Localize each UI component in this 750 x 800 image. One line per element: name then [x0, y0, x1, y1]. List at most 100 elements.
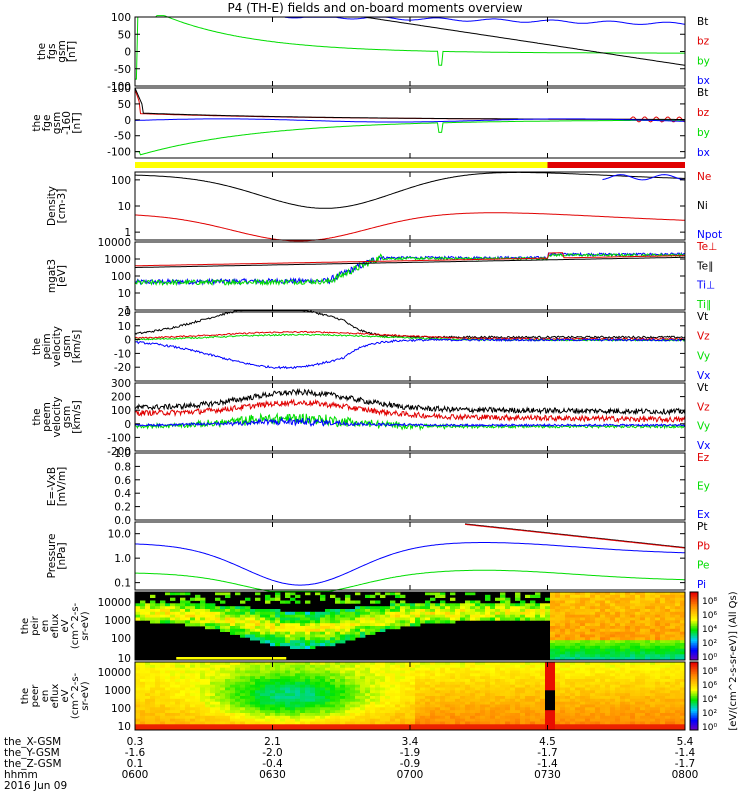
spectrogram-peir-cell: [545, 597, 551, 601]
spectrogram-peer-cell: [135, 684, 141, 688]
spectrogram-peer-cell: [345, 724, 351, 728]
colorbar-peer-segment: [690, 682, 698, 685]
spectrogram-peer-cell: [140, 687, 146, 691]
spectrogram-peir-cell: [345, 611, 351, 615]
spectrogram-peer-cell: [245, 681, 251, 685]
spectrogram-peer-cell: [560, 693, 566, 697]
spectrogram-peir-cell: [210, 623, 216, 627]
spectrogram-peir-cell: [650, 645, 656, 649]
spectrogram-peer-cell: [245, 718, 251, 722]
spectrogram-peer-cell: [615, 704, 621, 708]
spectrogram-peir-cell: [240, 628, 246, 632]
spectrogram-peer-cell: [315, 673, 321, 677]
spectrogram-peer-cell: [675, 701, 681, 705]
spectrogram-peir-cell: [425, 603, 431, 607]
spectrogram-peer-cell: [530, 721, 536, 725]
spectrogram-peer-cell: [250, 715, 256, 719]
y-tick-label-efield-5: 0.0: [114, 515, 131, 527]
spectrogram-peer-cell: [540, 698, 546, 702]
spectrogram-peer-cell: [250, 667, 256, 671]
colorbar-peer-tick-3: 10²: [702, 709, 717, 719]
spectrogram-peer-cell: [325, 673, 331, 677]
spectrogram-peer-cell: [145, 715, 151, 719]
spectrogram-peer-cell: [605, 693, 611, 697]
spectrogram-peer-cell: [440, 701, 446, 705]
spectrogram-peir-cell: [580, 606, 586, 610]
spectrogram-peir-cell: [290, 634, 296, 638]
spectrogram-peer-cell: [445, 698, 451, 702]
spectrogram-peer-cell: [535, 673, 541, 677]
spectrogram-peer-cell: [145, 713, 151, 717]
spectrogram-peer-cell: [610, 673, 616, 677]
spectrogram-peir-cell: [430, 597, 436, 601]
spectrogram-peer-cell: [680, 679, 686, 683]
panel-frame-fge: [134, 87, 686, 159]
spectrogram-peer-cell: [260, 696, 266, 700]
spectrogram-peer-cell: [620, 679, 626, 683]
spectrogram-peir-cell: [575, 614, 581, 618]
spectrogram-peir-cell: [275, 640, 281, 644]
spectrogram-peir-cell: [645, 657, 651, 661]
spectrogram-peer-cell: [265, 704, 271, 708]
spectrogram-peer-cell: [595, 684, 601, 688]
spectrogram-peir-cell: [245, 617, 251, 621]
colorbar-peir-segment: [690, 622, 698, 625]
spectrogram-peer-cell: [425, 724, 431, 728]
spectrogram-peer-cell: [195, 696, 201, 700]
spectrogram-peer-cell: [655, 676, 661, 680]
spectrogram-peir-cell: [245, 631, 251, 635]
spectrogram-peer-cell: [360, 704, 366, 708]
spectrogram-peir-cell: [395, 609, 401, 613]
spectrogram-peir-cell: [235, 626, 241, 630]
spectrogram-peer-cell: [430, 704, 436, 708]
spectrogram-peir-cell: [415, 614, 421, 618]
spectrogram-peer-cell: [480, 715, 486, 719]
spectrogram-peir-cell: [395, 620, 401, 624]
spectrogram-peer-cell: [545, 676, 551, 680]
spectrogram-peer-cell: [445, 667, 451, 671]
spectrogram-peer-cell: [395, 676, 401, 680]
spectrogram-peer-cell: [150, 662, 156, 666]
spectrogram-peir-cell: [680, 623, 686, 627]
spectrogram-peer-cell: [365, 664, 371, 668]
spectrogram-peer-cell: [400, 690, 406, 694]
spectrogram-peer-cell: [440, 679, 446, 683]
spectrogram-peir-cell: [470, 606, 476, 610]
spectrogram-peer-cell: [615, 670, 621, 674]
spectrogram-peer-cell: [485, 721, 491, 725]
spectrogram-peer-cell: [605, 696, 611, 700]
spectrogram-peer-cell: [560, 707, 566, 711]
series-peem-vt: [134, 387, 686, 416]
spectrogram-peer-cell: [390, 667, 396, 671]
spectrogram-peer-cell: [610, 696, 616, 700]
spectrogram-peir-cell: [490, 611, 496, 615]
spectrogram-peer-cell: [410, 721, 416, 725]
spectrogram-peir-cell: [390, 600, 396, 604]
spectrogram-peer-cell: [375, 721, 381, 725]
spectrogram-peir-cell: [590, 592, 596, 596]
spectrogram-peer-cell: [540, 713, 546, 717]
spectrogram-peer-cell: [590, 710, 596, 714]
spectrogram-peir-cell: [190, 614, 196, 618]
spectrogram-peir-cell: [605, 611, 611, 615]
spectrogram-peir-cell: [230, 623, 236, 627]
spectrogram-peer-cell: [365, 721, 371, 725]
spectrogram-peer-cell: [200, 690, 206, 694]
spectrogram-peer-cell: [515, 662, 521, 666]
spectrogram-peir-cell: [565, 634, 571, 638]
spectrogram-peer-cell: [460, 673, 466, 677]
spectrogram-peer-cell: [250, 679, 256, 683]
spectrogram-peer-cell: [620, 693, 626, 697]
spectrogram-peer-cell: [475, 681, 481, 685]
spectrogram-peir-cell: [470, 592, 476, 596]
spectrogram-peir-cell: [540, 603, 546, 607]
spectrogram-peer-cell: [670, 721, 676, 725]
spectrogram-peer-cell: [185, 670, 191, 674]
spectrogram-peer-cell: [255, 667, 261, 671]
spectrogram-peir-cell: [250, 617, 256, 621]
spectrogram-peer-cell: [465, 679, 471, 683]
spectrogram-peer-cell: [425, 721, 431, 725]
spectrogram-peer-cell: [605, 667, 611, 671]
spectrogram-peer-cell: [455, 679, 461, 683]
panel-frame-fgs: [134, 16, 686, 87]
